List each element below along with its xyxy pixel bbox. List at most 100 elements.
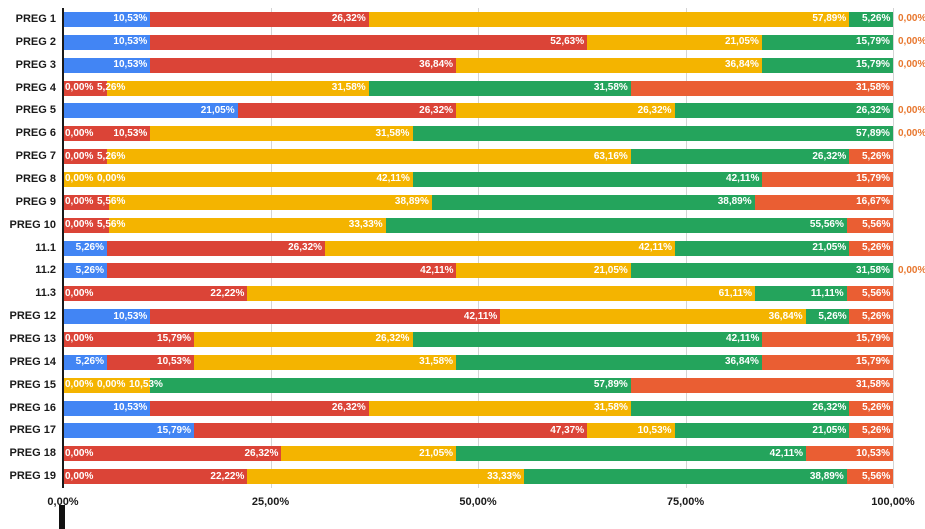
bar-segment-red[interactable] bbox=[63, 149, 107, 165]
bar-segment-yellow[interactable] bbox=[194, 354, 457, 370]
bar-segment-green[interactable] bbox=[754, 286, 847, 302]
bar-segment-red[interactable] bbox=[106, 240, 326, 256]
bar-segment-orange[interactable] bbox=[846, 217, 894, 233]
bar-segment-orange[interactable] bbox=[762, 171, 894, 187]
bar-segment-green[interactable] bbox=[456, 354, 762, 370]
bar-segment-orange[interactable] bbox=[849, 423, 893, 439]
bar-segment-yellow[interactable] bbox=[63, 377, 151, 393]
bar-segment-green[interactable] bbox=[412, 126, 893, 142]
bar-segment-orange[interactable] bbox=[762, 331, 894, 347]
bar-segment-yellow[interactable] bbox=[194, 331, 413, 347]
bar-segment-orange[interactable] bbox=[849, 309, 893, 325]
stacked-bar[interactable]: 0,00% 22,22% 61,11% 11,11% 5,56% bbox=[63, 286, 893, 302]
bar-segment-red[interactable] bbox=[106, 263, 457, 279]
stacked-bar[interactable]: 15,79% 47,37% 10,53% 21,05% 5,26% bbox=[63, 423, 893, 439]
bar-segment-blue[interactable] bbox=[63, 240, 107, 256]
bar-segment-blue[interactable] bbox=[63, 354, 107, 370]
bar-segment-yellow[interactable] bbox=[456, 103, 675, 119]
stacked-bar[interactable]: 0,00% 0,00% 42,11% 42,11% 15,79% bbox=[63, 171, 894, 187]
bar-segment-orange[interactable] bbox=[846, 286, 893, 302]
bar-segment-green[interactable] bbox=[524, 469, 847, 485]
bar-segment-red[interactable] bbox=[150, 57, 457, 73]
stacked-bar[interactable]: 10,53% 26,32% 31,58% 26,32% 5,26% bbox=[63, 400, 894, 416]
bar-segment-green[interactable] bbox=[412, 171, 762, 187]
stacked-bar[interactable]: 0,00% 15,79% 26,32% 42,11% 15,79% bbox=[63, 331, 894, 347]
bar-segment-yellow[interactable] bbox=[456, 263, 631, 279]
stacked-bar[interactable]: 5,26% 42,11% 21,05% 31,58% 0,00% bbox=[63, 263, 925, 279]
stacked-bar[interactable]: 10,53% 52,63% 21,05% 15,79% 0,00% bbox=[63, 34, 925, 50]
bar-segment-red[interactable] bbox=[237, 103, 457, 119]
stacked-bar[interactable]: 10,53% 42,11% 36,84% 5,26% 5,26% bbox=[63, 309, 893, 325]
bar-segment-orange[interactable] bbox=[849, 400, 894, 416]
bar-segment-blue[interactable] bbox=[63, 57, 151, 73]
bar-segment-orange[interactable] bbox=[754, 194, 894, 210]
bar-segment-yellow[interactable] bbox=[368, 400, 631, 416]
bar-segment-red[interactable] bbox=[194, 423, 588, 439]
bar-segment-orange[interactable] bbox=[849, 240, 893, 256]
bar-segment-yellow[interactable] bbox=[63, 171, 413, 187]
bar-segment-green[interactable] bbox=[368, 80, 631, 96]
bar-segment-orange[interactable] bbox=[846, 469, 893, 485]
bar-segment-yellow[interactable] bbox=[247, 469, 525, 485]
stacked-bar[interactable]: 0,00% 5,26% 31,58% 31,58% 31,58% bbox=[63, 80, 893, 96]
bar-segment-red[interactable] bbox=[63, 217, 110, 233]
stacked-bar[interactable]: 0,00% 22,22% 33,33% 38,89% 5,56% bbox=[63, 469, 893, 485]
bar-segment-red[interactable] bbox=[150, 34, 588, 50]
bar-segment-yellow[interactable] bbox=[587, 34, 762, 50]
bar-segment-blue[interactable] bbox=[63, 263, 107, 279]
stacked-bar[interactable]: 0,00% 5,56% 38,89% 38,89% 16,67% bbox=[63, 194, 894, 210]
bar-segment-blue[interactable] bbox=[63, 400, 151, 416]
bar-segment-green[interactable] bbox=[630, 149, 850, 165]
bar-segment-orange[interactable] bbox=[805, 446, 894, 462]
stacked-bar[interactable]: 21,05% 26,32% 26,32% 26,32% 0,00% bbox=[63, 103, 925, 119]
bar-segment-green[interactable] bbox=[150, 377, 631, 393]
stacked-bar[interactable]: 0,00% 5,26% 63,16% 26,32% 5,26% bbox=[63, 149, 893, 165]
stacked-bar[interactable]: 10,53% 36,84% 36,84% 15,79% 0,00% bbox=[63, 57, 925, 73]
bar-segment-green[interactable] bbox=[674, 240, 850, 256]
bar-segment-yellow[interactable] bbox=[109, 217, 386, 233]
bar-segment-orange[interactable] bbox=[630, 80, 893, 96]
bar-segment-green[interactable] bbox=[456, 446, 806, 462]
bar-segment-yellow[interactable] bbox=[106, 80, 369, 96]
bar-segment-green[interactable] bbox=[674, 103, 894, 119]
bar-segment-blue[interactable] bbox=[63, 11, 151, 27]
bar-segment-yellow[interactable] bbox=[150, 126, 413, 142]
bar-segment-blue[interactable] bbox=[63, 103, 238, 119]
bar-segment-yellow[interactable] bbox=[109, 194, 432, 210]
bar-segment-yellow[interactable] bbox=[325, 240, 675, 256]
bar-segment-yellow[interactable] bbox=[587, 423, 675, 439]
bar-segment-green[interactable] bbox=[761, 34, 893, 50]
bar-segment-red[interactable] bbox=[63, 469, 248, 485]
bar-segment-red[interactable] bbox=[63, 286, 248, 302]
bar-segment-red[interactable] bbox=[106, 354, 195, 370]
bar-segment-yellow[interactable] bbox=[247, 286, 755, 302]
bar-segment-yellow[interactable] bbox=[281, 446, 457, 462]
bar-segment-red[interactable] bbox=[63, 80, 107, 96]
stacked-bar[interactable]: 0,00% 5,56% 33,33% 55,56% 5,56% bbox=[63, 217, 894, 233]
bar-segment-red[interactable] bbox=[63, 331, 195, 347]
bar-segment-green[interactable] bbox=[431, 194, 755, 210]
bar-segment-green[interactable] bbox=[630, 263, 893, 279]
bar-segment-yellow[interactable] bbox=[456, 57, 762, 73]
bar-segment-green[interactable] bbox=[385, 217, 847, 233]
stacked-bar[interactable]: 5,26% 26,32% 42,11% 21,05% 5,26% bbox=[63, 240, 893, 256]
bar-segment-green[interactable] bbox=[849, 11, 893, 27]
bar-segment-green[interactable] bbox=[761, 57, 893, 73]
bar-segment-blue[interactable] bbox=[63, 34, 151, 50]
bar-segment-orange[interactable] bbox=[761, 354, 893, 370]
bar-segment-green[interactable] bbox=[805, 309, 850, 325]
bar-segment-orange[interactable] bbox=[630, 377, 893, 393]
bar-segment-red[interactable] bbox=[63, 194, 110, 210]
stacked-bar[interactable]: 0,00% 0,00% 10,53% 57,89% 31,58% bbox=[63, 377, 893, 393]
stacked-bar[interactable]: 5,26% 10,53% 31,58% 36,84% 15,79% bbox=[63, 354, 893, 370]
bar-segment-red[interactable] bbox=[63, 126, 151, 142]
bar-segment-green[interactable] bbox=[674, 423, 850, 439]
stacked-bar[interactable]: 10,53% 26,32% 57,89% 5,26% 0,00% bbox=[63, 11, 925, 27]
stacked-bar[interactable]: 0,00% 10,53% 31,58% 57,89% 0,00% bbox=[63, 126, 925, 142]
bar-segment-green[interactable] bbox=[630, 400, 850, 416]
bar-segment-yellow[interactable] bbox=[368, 11, 850, 27]
bar-segment-blue[interactable] bbox=[63, 309, 151, 325]
bar-segment-orange[interactable] bbox=[849, 149, 893, 165]
stacked-bar[interactable]: 0,00% 26,32% 21,05% 42,11% 10,53% bbox=[63, 446, 894, 462]
bar-segment-yellow[interactable] bbox=[499, 309, 806, 325]
